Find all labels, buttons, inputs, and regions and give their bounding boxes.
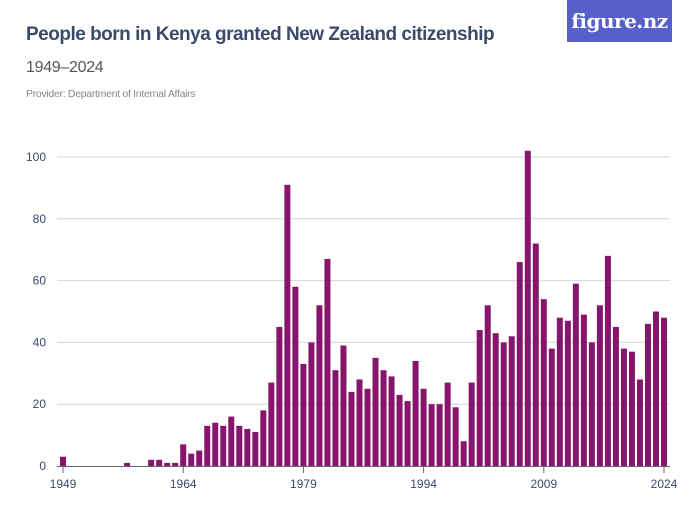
y-tick-label: 0 — [39, 459, 46, 473]
bar-1970 — [228, 416, 235, 466]
y-tick-label: 100 — [26, 150, 46, 164]
bar-2019 — [620, 348, 627, 466]
bar-2005 — [508, 336, 515, 466]
bar-1999 — [460, 441, 467, 466]
bar-1996 — [436, 404, 443, 466]
bar-2018 — [612, 326, 619, 466]
bar-2006 — [516, 262, 523, 466]
bar-1972 — [244, 428, 251, 466]
bar-1988 — [372, 357, 379, 466]
bar-1974 — [260, 410, 267, 466]
bar-1995 — [428, 404, 435, 466]
bar-1993 — [412, 360, 419, 466]
bar-2003 — [492, 333, 499, 466]
bar-1987 — [364, 388, 371, 466]
bar-1979 — [300, 364, 307, 466]
bar-1969 — [220, 425, 227, 466]
bar-1962 — [164, 462, 171, 466]
y-tick-label: 60 — [33, 274, 47, 288]
bar-1991 — [396, 394, 403, 466]
bar-1990 — [388, 376, 395, 466]
y-tick-label: 80 — [33, 212, 47, 226]
bar-2023 — [652, 311, 659, 466]
bar-1994 — [420, 388, 427, 466]
y-tick-label: 40 — [33, 335, 47, 349]
chart-subtitle: 1949–2024 — [26, 59, 104, 76]
bar-2000 — [468, 382, 475, 466]
bar-1960 — [148, 459, 155, 466]
y-tick-label: 20 — [33, 397, 47, 411]
bar-1965 — [188, 453, 195, 466]
bar-1992 — [404, 401, 411, 466]
bar-1976 — [276, 326, 283, 466]
bar-2015 — [588, 342, 595, 466]
bar-2010 — [548, 348, 555, 466]
bar-2009 — [540, 299, 547, 466]
bar-2004 — [500, 342, 507, 466]
bar-2017 — [604, 255, 611, 466]
bar-2012 — [564, 320, 571, 466]
bar-1985 — [348, 391, 355, 466]
bar-1981 — [316, 305, 323, 466]
figure-nz-logo[interactable]: figure.nz — [567, 0, 672, 42]
bar-2002 — [484, 305, 491, 466]
bar-2022 — [644, 323, 651, 466]
bar-2011 — [556, 317, 563, 466]
bar-1989 — [380, 370, 387, 466]
bar-1949 — [60, 456, 66, 466]
x-tick-label: 2024 — [651, 477, 678, 491]
bar-1973 — [252, 432, 259, 466]
bar-1957 — [124, 462, 131, 466]
bar-1961 — [156, 459, 163, 466]
bar-1984 — [340, 345, 347, 466]
bar-1975 — [268, 382, 275, 466]
bar-2024 — [661, 317, 667, 466]
bar-2007 — [524, 150, 531, 466]
provider-label: Provider: Department of Internal Affairs — [26, 88, 196, 100]
x-tick-label: 1979 — [290, 477, 317, 491]
bar-2016 — [596, 305, 603, 466]
bar-1978 — [292, 286, 299, 466]
bar-1963 — [172, 462, 179, 466]
bar-1966 — [196, 450, 203, 466]
bar-1967 — [204, 425, 211, 466]
bar-1997 — [444, 382, 451, 466]
bar-1986 — [356, 379, 363, 466]
bar-2001 — [476, 330, 483, 466]
bar-1977 — [284, 184, 291, 466]
bar-2014 — [580, 314, 587, 466]
bar-1964 — [180, 444, 187, 466]
x-tick-label: 1994 — [410, 477, 437, 491]
bar-2021 — [636, 379, 643, 466]
bar-1983 — [332, 370, 339, 466]
x-tick-label: 1964 — [170, 477, 197, 491]
bar-2013 — [572, 283, 579, 466]
bar-1998 — [452, 407, 459, 466]
bar-1980 — [308, 342, 315, 466]
bar-2020 — [628, 351, 635, 466]
bar-1982 — [324, 258, 331, 466]
chart-title: People born in Kenya granted New Zealand… — [26, 24, 495, 45]
bar-1968 — [212, 422, 219, 466]
bar-2008 — [532, 243, 539, 466]
x-tick-label: 2009 — [530, 477, 557, 491]
bar-1971 — [236, 425, 243, 466]
x-tick-label: 1949 — [50, 477, 77, 491]
